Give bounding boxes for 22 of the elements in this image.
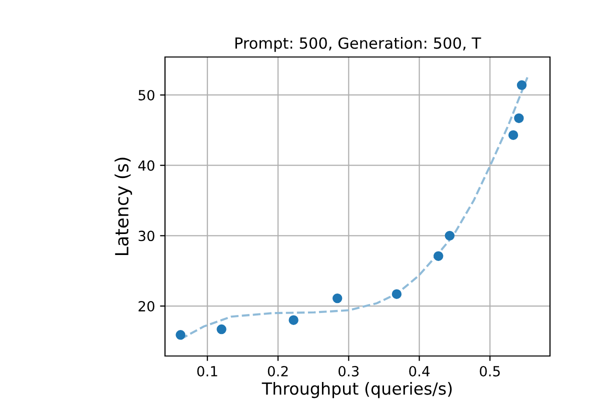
x-tick-label: 0.2: [268, 366, 288, 376]
y-axis-title: Latency (s): [114, 158, 132, 256]
point: [176, 330, 186, 340]
x-tick-label: 0.4: [409, 366, 430, 376]
point: [508, 130, 518, 140]
y-tick-label: 40: [138, 160, 154, 171]
y-tick-label: 30: [138, 230, 154, 242]
point: [288, 315, 298, 325]
point: [392, 289, 402, 299]
point: [444, 230, 455, 241]
point: [216, 324, 226, 334]
y-tick-label: 50: [138, 90, 154, 100]
point: [332, 293, 342, 304]
x-tick-label: 0.3: [338, 366, 359, 376]
point: [434, 251, 444, 261]
point: [516, 80, 527, 90]
y-tick-label: 20: [138, 301, 154, 312]
x-axis-title: Throughput (queries/s): [262, 382, 452, 398]
x-tick-label: 0.5: [480, 366, 500, 376]
x-tick-label: 0.1: [197, 366, 218, 376]
point: [514, 113, 524, 124]
chart-title: Prompt: 500, Generation: 500, T: [235, 37, 482, 52]
